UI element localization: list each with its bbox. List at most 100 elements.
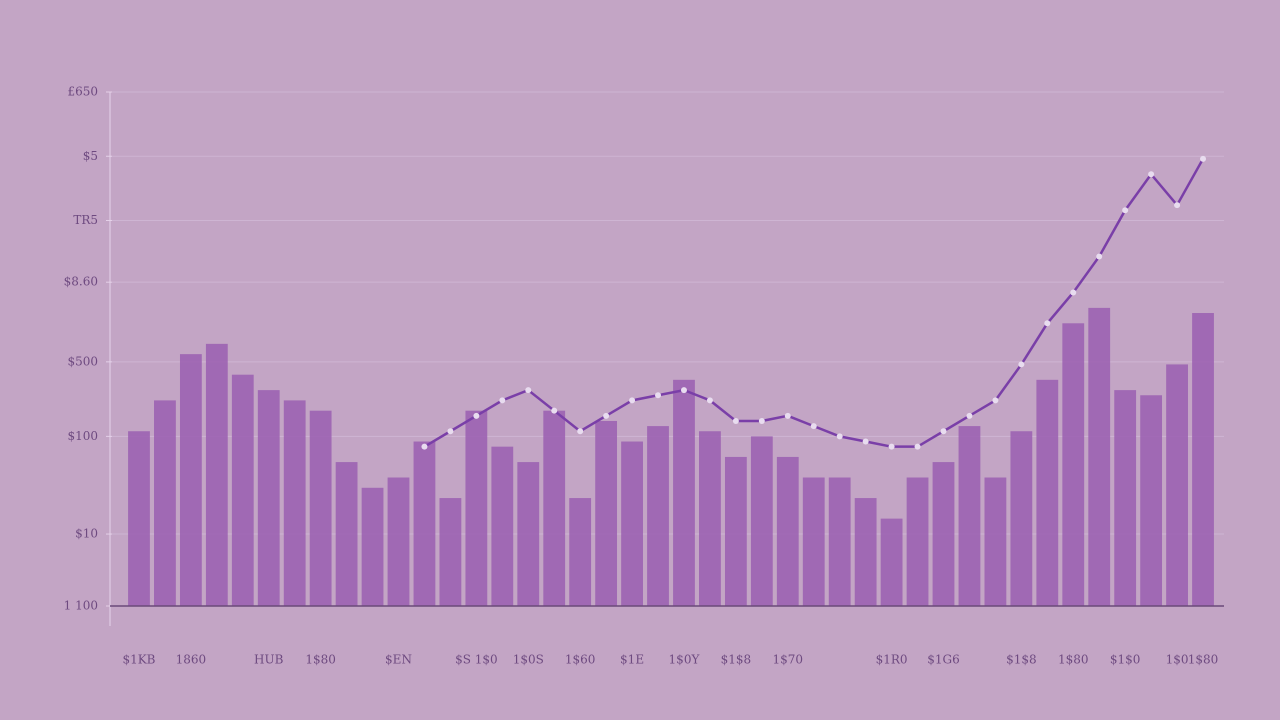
y-tick-label: $500: [67, 354, 98, 368]
trend-point: [1070, 289, 1077, 296]
trend-point: [577, 428, 584, 435]
bar: [647, 426, 669, 606]
bar: [154, 400, 176, 606]
bar: [802, 477, 825, 606]
trend-point: [551, 407, 558, 414]
x-tick-label: 1$70: [773, 653, 804, 667]
bar: [854, 498, 877, 606]
bar: [413, 441, 436, 606]
bar: [569, 498, 592, 606]
x-tick-label: $EN: [385, 653, 412, 667]
x-tick-label: $1KB: [122, 653, 155, 667]
y-tick-label: £650: [67, 85, 98, 99]
trend-point: [732, 417, 739, 424]
bar: [673, 379, 695, 606]
trend-point: [914, 443, 921, 450]
bar: [205, 343, 228, 606]
bar: [699, 431, 721, 606]
bar: [439, 498, 462, 606]
x-tick-label: 1$80: [305, 653, 336, 667]
bar: [906, 477, 929, 606]
x-tick-label: 1$80: [1058, 653, 1089, 667]
trend-point: [758, 417, 765, 424]
bar: [179, 354, 202, 606]
trend-point: [940, 428, 947, 435]
trend-point: [1174, 202, 1181, 209]
x-tick-label: HUB: [254, 653, 284, 667]
bar: [880, 518, 903, 606]
trend-point: [1122, 207, 1129, 214]
trend-line: [423, 158, 1205, 448]
trend-point: [836, 433, 843, 440]
bar: [984, 477, 1007, 606]
trend-point: [888, 443, 895, 450]
bar: [621, 441, 643, 606]
bar: [1140, 395, 1163, 606]
x-tick-label: 1860: [176, 653, 207, 667]
x-tick-label: $1G6: [927, 653, 960, 667]
x-tick-label: 1$0Y: [669, 653, 701, 667]
bar: [1166, 364, 1188, 606]
x-tick-label: $1$8: [721, 653, 752, 667]
trend-point: [1148, 171, 1155, 178]
trend-point: [525, 387, 532, 394]
trend-point: [862, 438, 869, 445]
bar: [283, 400, 306, 606]
bar: [724, 456, 747, 606]
y-tick-label: 1 100: [64, 599, 98, 613]
y-tick-label: $5: [83, 149, 98, 163]
bar: [257, 390, 280, 606]
x-tick-label: 1$0: [1166, 653, 1189, 667]
bar: [1010, 431, 1033, 606]
x-tick-label: $1R0: [876, 653, 908, 667]
x-tick-label: $1$8: [1006, 653, 1037, 667]
trend-point: [810, 423, 817, 430]
trend-point: [499, 397, 506, 404]
bar: [1192, 313, 1214, 606]
x-tick-label: $1E: [620, 653, 644, 667]
bar: [491, 446, 514, 606]
bar: [828, 477, 851, 606]
bar: [309, 410, 332, 606]
bar: [1062, 323, 1085, 606]
trend-point: [1044, 320, 1051, 327]
bar: [595, 420, 618, 606]
y-tick-label: $8.60: [64, 275, 98, 289]
y-tick-label: $10: [75, 527, 98, 541]
bar: [1036, 379, 1059, 606]
trend-point: [1018, 361, 1025, 368]
bar: [1088, 307, 1111, 606]
y-tick-label: $100: [67, 429, 98, 443]
trend-point: [629, 397, 636, 404]
trend-point: [1096, 253, 1103, 260]
bar: [543, 410, 566, 606]
trend-point: [447, 428, 454, 435]
trend-point: [706, 397, 713, 404]
trend-point: [603, 412, 610, 419]
bar: [387, 477, 410, 606]
bar: [361, 487, 384, 606]
y-tick-label: TR5: [73, 213, 98, 227]
x-tick-label: 1$60: [565, 653, 596, 667]
trend-point: [421, 443, 428, 450]
bar: [776, 456, 799, 606]
bar: [465, 410, 488, 606]
bar: [517, 462, 540, 606]
trend-point: [966, 412, 973, 419]
x-tick-label: $S 1$0: [455, 653, 498, 667]
trend-point: [1200, 155, 1207, 162]
trend-point: [680, 387, 687, 394]
trend-point: [784, 412, 791, 419]
bar: [231, 374, 254, 606]
x-tick-label: $1$0: [1110, 653, 1141, 667]
bar: [750, 436, 773, 606]
bar: [128, 431, 150, 606]
trend-point: [992, 397, 999, 404]
bar: [1114, 390, 1137, 606]
bar: [958, 426, 981, 606]
trend-point: [473, 412, 480, 419]
x-tick-label: 1$0S: [513, 653, 544, 667]
bar: [932, 462, 955, 606]
